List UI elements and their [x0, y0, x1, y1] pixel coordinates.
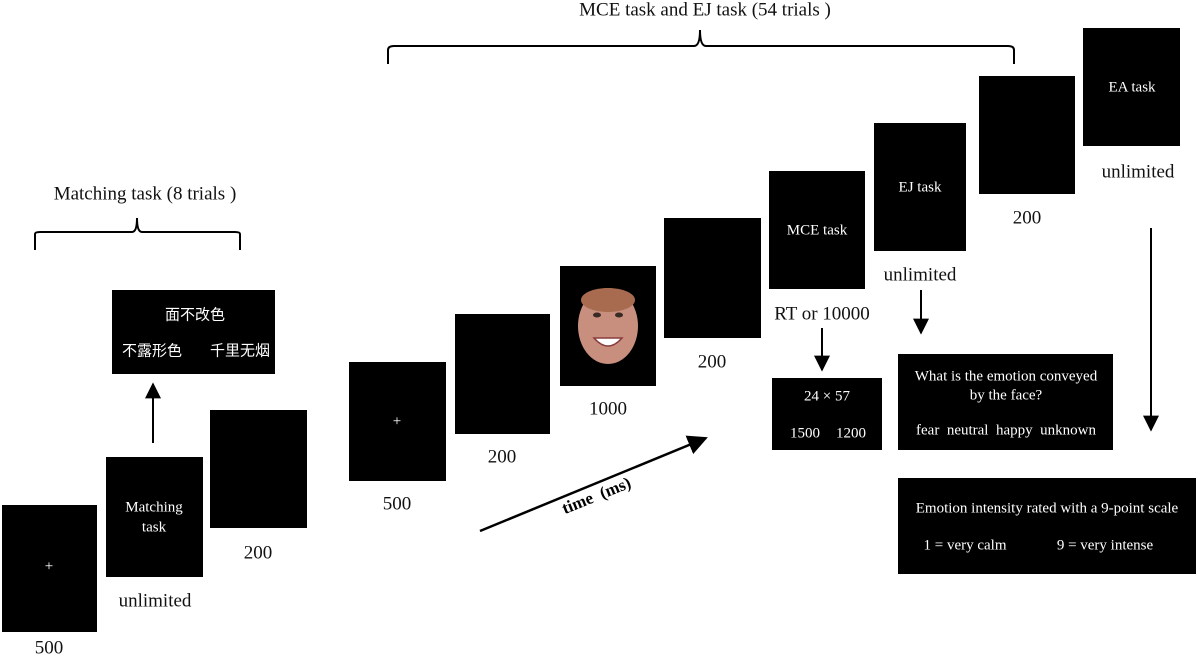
duration: 200 [244, 542, 273, 563]
screen [455, 314, 550, 434]
duration: 1000 [589, 398, 627, 419]
time-arrow [479, 435, 708, 533]
screen-text: task [142, 519, 167, 535]
screen [979, 76, 1075, 194]
screen-text: 面不改色 [165, 306, 225, 323]
math-screen [772, 378, 882, 450]
fixation: + [45, 558, 53, 574]
screen-text: 24 × 57 [804, 388, 850, 404]
screen-text: fear neutral happy unknown [916, 422, 1096, 438]
time-label: time (ms) [559, 473, 634, 518]
screen-text: 不露形色 [122, 342, 182, 359]
fixation: + [393, 413, 401, 429]
brace-label: Matching task (8 trials ) [54, 183, 237, 204]
duration: unlimited [119, 590, 192, 611]
duration: 500 [383, 493, 412, 514]
screen-text: EA task [1108, 79, 1156, 95]
brace-label: MCE task and EJ task (54 trials ) [579, 0, 831, 20]
duration: unlimited [884, 264, 957, 285]
screen [210, 410, 307, 528]
screen-text: 1200 [836, 425, 866, 441]
duration: 200 [488, 446, 517, 467]
screen-text: What is the emotion conveyed [915, 368, 1098, 384]
screen-text: Emotion intensity rated with a 9-point s… [916, 500, 1179, 516]
screen-text: 千里无烟 [210, 342, 270, 359]
screen [1083, 28, 1180, 146]
duration: unlimited [1102, 161, 1175, 182]
brace [34, 217, 241, 250]
screen-text: EJ task [899, 179, 942, 195]
duration: RT or 10000 [774, 303, 870, 324]
screen [2, 505, 97, 632]
screen-text: MCE task [787, 222, 848, 238]
screen [349, 362, 446, 481]
screen [874, 123, 966, 251]
rating-screen [898, 478, 1196, 574]
screen-text: 1 = very calm [923, 537, 1006, 553]
duration: 500 [35, 637, 64, 657]
screen [106, 457, 203, 577]
duration: 200 [1013, 207, 1042, 228]
screen-text: Matching [125, 499, 183, 515]
screen [664, 218, 761, 338]
screen [769, 171, 865, 289]
duration: 200 [698, 351, 727, 372]
screen-text: 9 = very intense [1057, 537, 1154, 553]
screen-text: by the face? [970, 387, 1043, 403]
screen-text: 1500 [790, 425, 820, 441]
prompt-screen [112, 290, 275, 374]
question-screen [898, 354, 1113, 450]
brace [387, 29, 1015, 64]
face [578, 288, 638, 364]
